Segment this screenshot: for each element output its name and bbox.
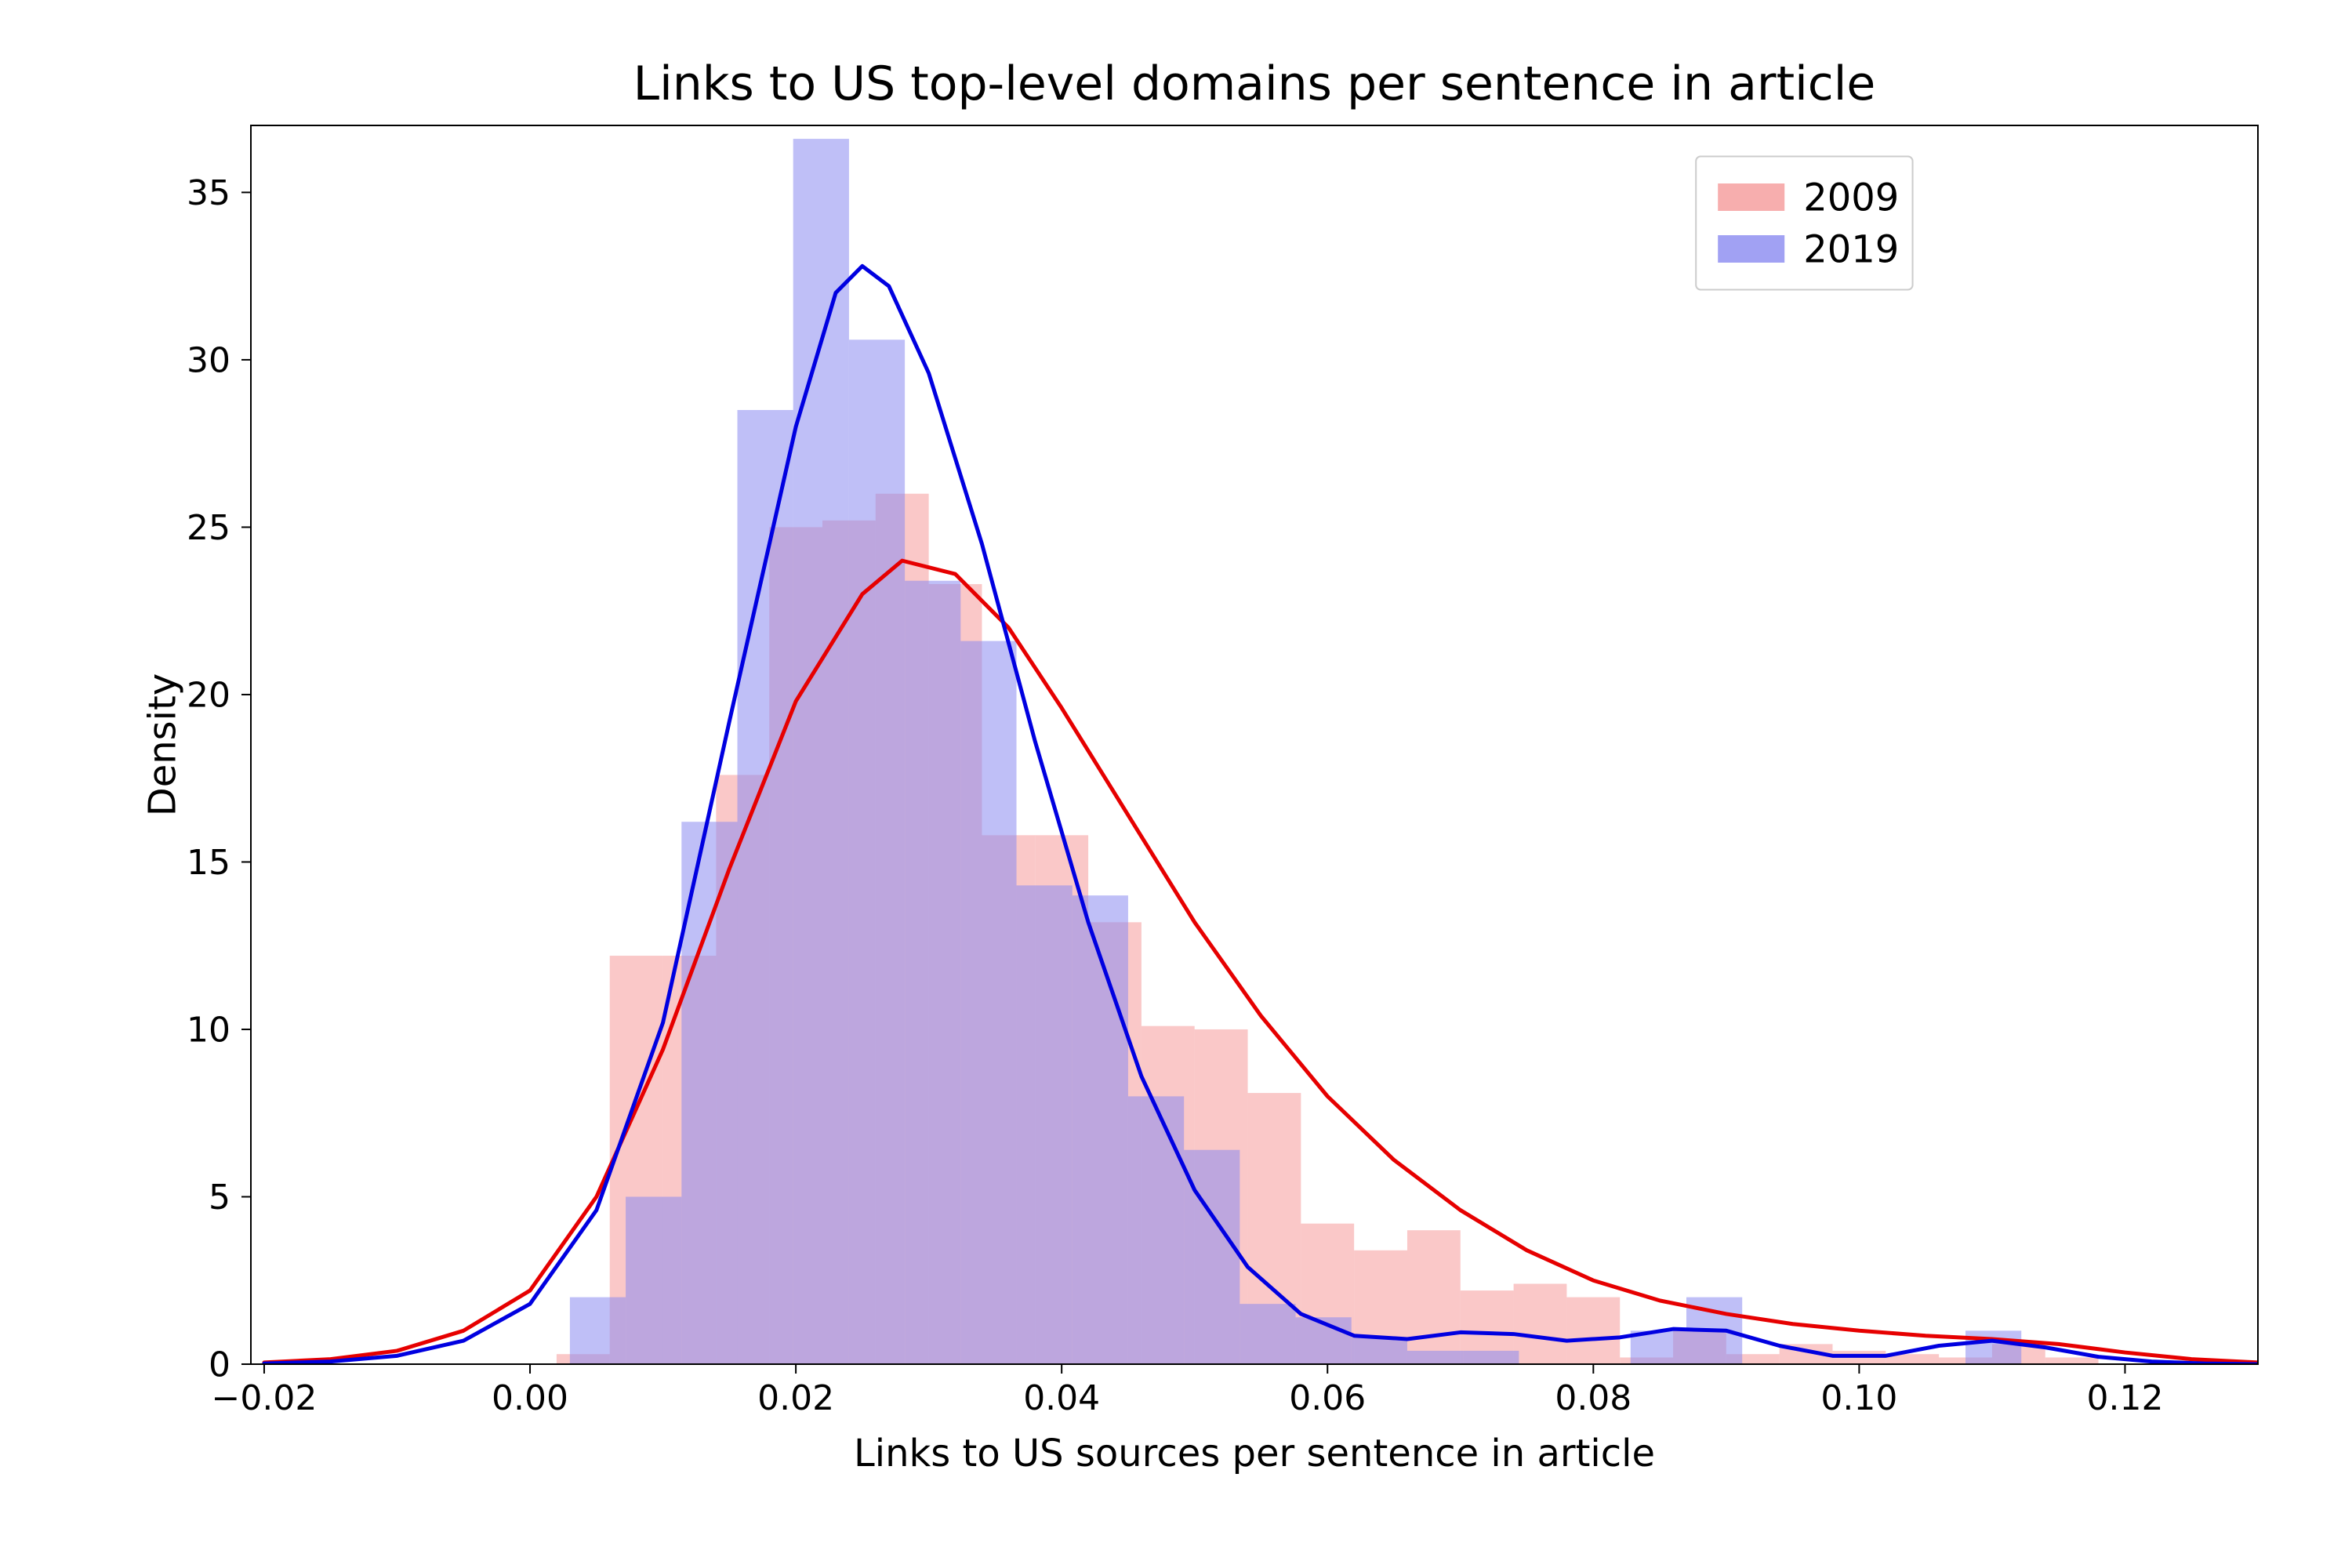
y-tick-label: 10: [187, 1010, 230, 1050]
hist-bar: [2045, 1357, 2099, 1364]
hist-bar: [905, 581, 960, 1364]
x-tick-label: 0.08: [1555, 1378, 1632, 1418]
hist-bar: [738, 410, 793, 1364]
hist-bar: [1463, 1351, 1519, 1364]
y-tick-label: 0: [209, 1345, 230, 1385]
legend-label: 2009: [1803, 176, 1899, 220]
legend-label: 2019: [1803, 227, 1899, 271]
y-tick-label: 5: [209, 1178, 230, 1218]
hist-bar: [1514, 1284, 1567, 1364]
hist-bar: [570, 1298, 626, 1364]
hist-bar: [849, 339, 905, 1364]
hist-bar: [1240, 1304, 1295, 1364]
legend-swatch: [1718, 183, 1784, 211]
legend-swatch: [1718, 235, 1784, 263]
y-tick-label: 20: [187, 675, 230, 715]
x-tick-label: 0.06: [1289, 1378, 1366, 1418]
x-tick-label: 0.00: [492, 1378, 568, 1418]
x-tick-label: 0.12: [2086, 1378, 2163, 1418]
y-tick-label: 30: [187, 340, 230, 380]
y-tick-label: 25: [187, 508, 230, 548]
hist-bar: [1965, 1330, 2021, 1364]
hist-bar: [1407, 1351, 1463, 1364]
x-tick-label: 0.04: [1023, 1378, 1100, 1418]
y-axis-label: Density: [141, 673, 185, 816]
y-tick-label: 15: [187, 843, 230, 883]
hist-bar: [960, 641, 1016, 1364]
hist-bar: [626, 1196, 681, 1364]
hist-bar: [793, 139, 849, 1364]
hist-bar: [1128, 1096, 1184, 1364]
chart-title: Links to US top-level domains per senten…: [633, 56, 1876, 111]
x-tick-label: 0.02: [757, 1378, 834, 1418]
hist-bar: [1566, 1298, 1620, 1364]
hist-bar: [1407, 1230, 1461, 1364]
x-axis-label: Links to US sources per sentence in arti…: [854, 1432, 1655, 1475]
hist-bar: [1352, 1338, 1407, 1364]
legend: 2009 2019: [1696, 157, 1912, 290]
chart-stage: −0.020.000.020.040.060.080.100.120510152…: [0, 0, 2352, 1568]
hist-bar: [1073, 895, 1128, 1364]
y-tick-label: 35: [187, 173, 230, 213]
chart-svg: −0.020.000.020.040.060.080.100.120510152…: [0, 0, 2352, 1568]
hist-bar: [1017, 885, 1073, 1364]
x-tick-label: 0.10: [1820, 1378, 1897, 1418]
